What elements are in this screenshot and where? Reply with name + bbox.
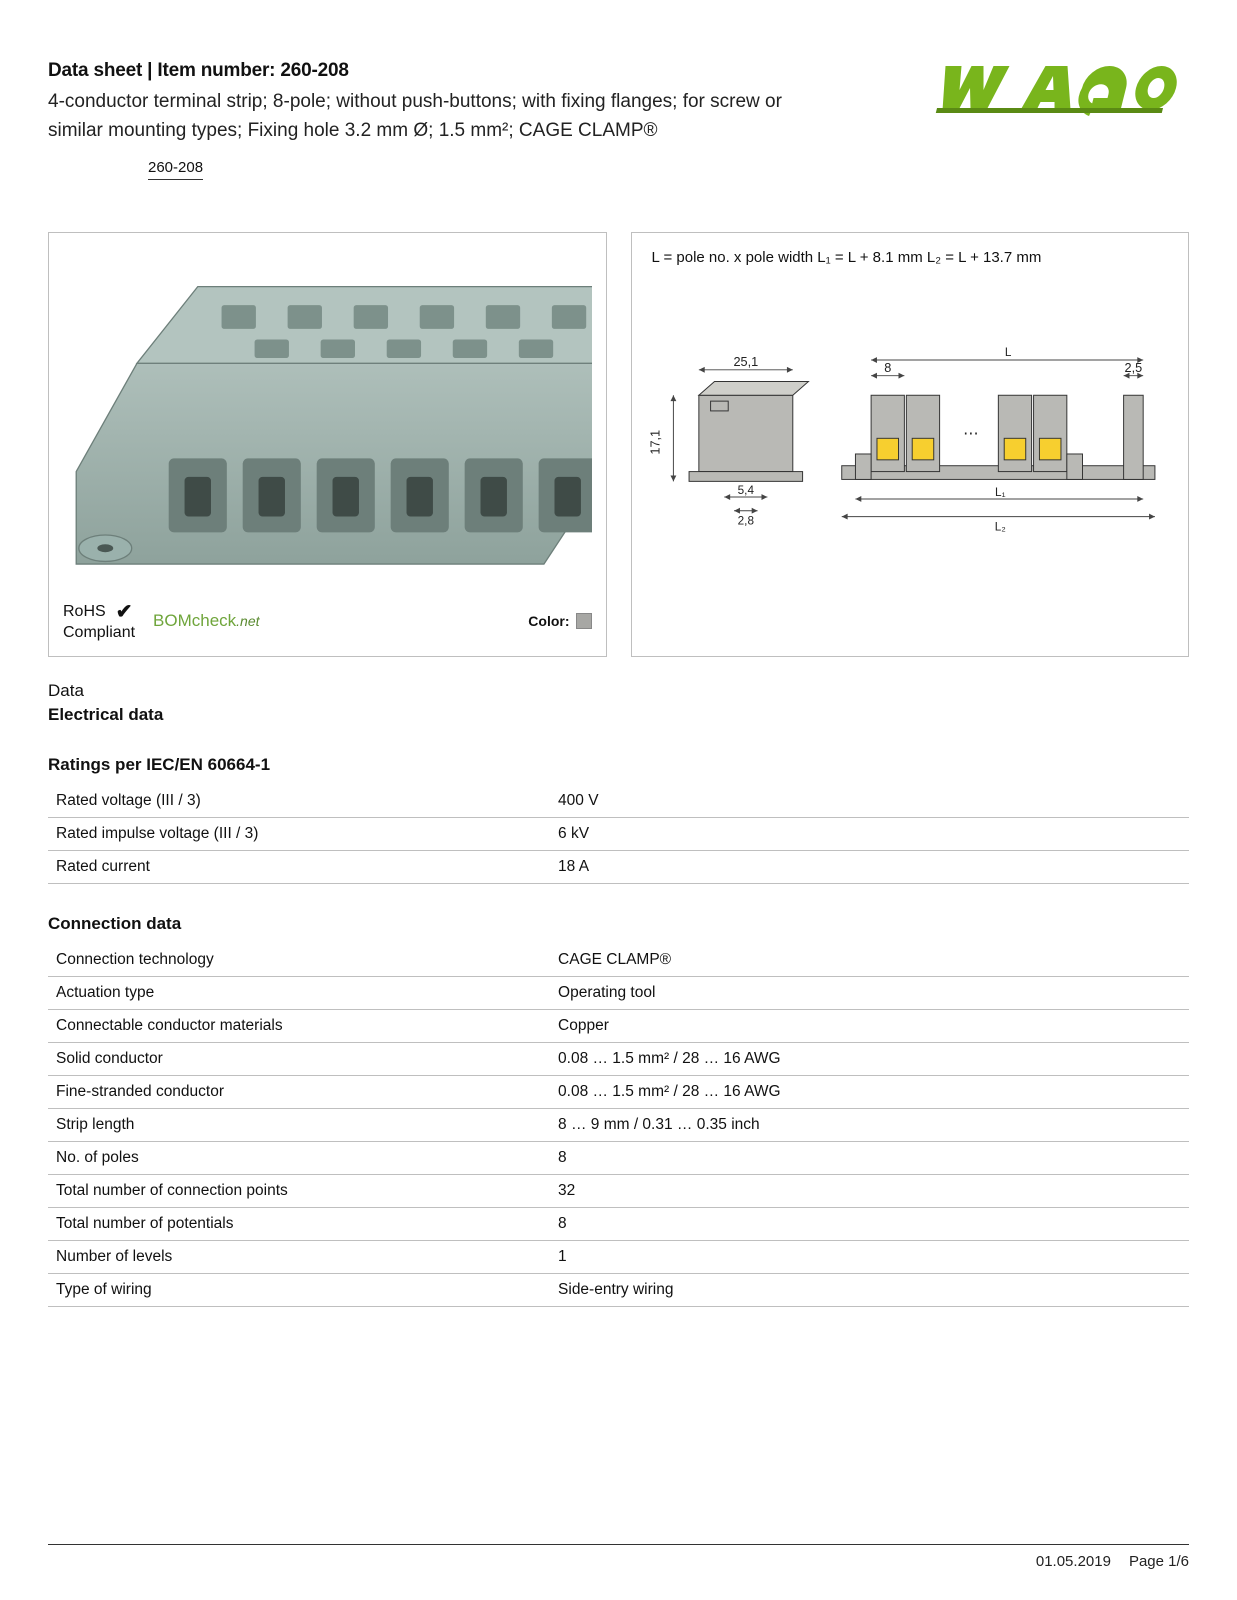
spec-value: Copper — [550, 1009, 1189, 1042]
bomcheck-net: .net — [236, 613, 259, 629]
table-row: Strip length8 … 9 mm / 0.31 … 0.35 inch — [48, 1108, 1189, 1141]
rohs-label: RoHS — [63, 603, 106, 621]
table-row: Solid conductor0.08 … 1.5 mm² / 28 … 16 … — [48, 1042, 1189, 1075]
dimension-drawing: 25,1 17,1 5,4 2,8 — [646, 268, 1175, 642]
spec-key: Total number of potentials — [48, 1207, 550, 1240]
dim-L2: L₂ — [994, 520, 1005, 533]
spec-value: 18 A — [550, 850, 1189, 883]
svg-text:⋯: ⋯ — [963, 425, 979, 442]
table-row: Actuation typeOperating tool — [48, 976, 1189, 1009]
wago-logo — [929, 60, 1189, 121]
table-row: Connection technology CAGE CLAMP® — [48, 944, 1189, 977]
spec-value: Side-entry wiring — [550, 1273, 1189, 1306]
footer: 01.05.2019 Page 1/6 — [48, 1544, 1189, 1570]
table-row: Connectable conductor materialsCopper — [48, 1009, 1189, 1042]
spec-value: 0.08 … 1.5 mm² / 28 … 16 AWG — [550, 1042, 1189, 1075]
electrical-data-title: Electrical data — [48, 705, 1189, 725]
spec-key: Strip length — [48, 1108, 550, 1141]
color-block: Color: — [528, 613, 591, 629]
bomcheck-main: BOMcheck — [153, 611, 236, 630]
spec-value: 8 … 9 mm / 0.31 … 0.35 inch — [550, 1108, 1189, 1141]
table-row: Rated current18 A — [48, 850, 1189, 883]
dim-2-8: 2,8 — [737, 514, 754, 527]
panels-row: RoHS ✔ Compliant BOMcheck.net Color: L =… — [48, 232, 1189, 657]
section-data-label: Data — [48, 681, 1189, 701]
product-image — [63, 247, 592, 591]
header: Data sheet | Item number: 260-208 4-cond… — [48, 60, 1189, 145]
dim-17-1: 17,1 — [647, 430, 662, 455]
variant-chip[interactable]: 260-208 — [148, 157, 203, 180]
title-prefix: Data sheet | Item number: — [48, 60, 280, 81]
spec-value-text: CAGE CLAMP® — [558, 951, 671, 968]
table-row: Number of levels1 — [48, 1240, 1189, 1273]
header-text-block: Data sheet | Item number: 260-208 4-cond… — [48, 60, 808, 145]
table-row: Rated voltage (III / 3)400 V — [48, 785, 1189, 818]
color-label-text: Color: — [528, 613, 569, 629]
spec-key: Number of levels — [48, 1240, 550, 1273]
dim-L: L — [1004, 346, 1011, 359]
bomcheck-link[interactable]: BOMcheck.net — [153, 611, 260, 631]
ratings-table: Rated voltage (III / 3)400 V Rated impul… — [48, 785, 1189, 884]
spec-key: Rated voltage (III / 3) — [48, 785, 550, 818]
footer-page: Page 1/6 — [1129, 1553, 1189, 1570]
side-view: 25,1 17,1 5,4 2,8 — [647, 354, 808, 528]
table-row: Type of wiringSide-entry wiring — [48, 1273, 1189, 1306]
spec-value: 32 — [550, 1174, 1189, 1207]
spec-value: 400 V — [550, 785, 1189, 818]
ratings-title: Ratings per IEC/EN 60664-1 — [48, 755, 1189, 775]
spec-key: Solid conductor — [48, 1042, 550, 1075]
rohs-block: RoHS ✔ Compliant — [63, 601, 135, 642]
compliance-row: RoHS ✔ Compliant BOMcheck.net Color: — [63, 601, 592, 642]
spec-key: No. of poles — [48, 1141, 550, 1174]
front-view: ⋯ 8 2,5 L — [841, 346, 1154, 533]
spec-key: Actuation type — [48, 976, 550, 1009]
color-swatch — [576, 613, 592, 629]
subtitle: 4-conductor terminal strip; 8-pole; with… — [48, 88, 808, 145]
dim-2-5: 2,5 — [1124, 360, 1142, 375]
spec-value: Operating tool — [550, 976, 1189, 1009]
table-row: Total number of connection points32 — [48, 1174, 1189, 1207]
spec-value: 1 — [550, 1240, 1189, 1273]
rohs-compliant: Compliant — [63, 624, 135, 642]
spec-value: 0.08 … 1.5 mm² / 28 … 16 AWG — [550, 1075, 1189, 1108]
spec-value: 8 — [550, 1141, 1189, 1174]
table-row: Fine-stranded conductor0.08 … 1.5 mm² / … — [48, 1075, 1189, 1108]
spec-key: Rated impulse voltage (III / 3) — [48, 817, 550, 850]
spec-value: 8 — [550, 1207, 1189, 1240]
check-icon: ✔ — [116, 601, 133, 624]
product-panel: RoHS ✔ Compliant BOMcheck.net Color: — [48, 232, 607, 657]
table-row: Rated impulse voltage (III / 3)6 kV — [48, 817, 1189, 850]
spec-key: Rated current — [48, 850, 550, 883]
spec-key: Total number of connection points — [48, 1174, 550, 1207]
spec-value: 6 kV — [550, 817, 1189, 850]
footer-date: 01.05.2019 — [1036, 1553, 1111, 1570]
spec-value: CAGE CLAMP® — [550, 944, 1189, 977]
table-row: Total number of potentials8 — [48, 1207, 1189, 1240]
connection-table: Connection technology CAGE CLAMP® Actuati… — [48, 944, 1189, 1307]
item-number: 260-208 — [280, 60, 348, 81]
table-row: No. of poles8 — [48, 1141, 1189, 1174]
dim-5-4: 5,4 — [737, 484, 754, 497]
spec-key: Connectable conductor materials — [48, 1009, 550, 1042]
spec-key: Fine-stranded conductor — [48, 1075, 550, 1108]
dim-8: 8 — [884, 360, 891, 375]
dimension-panel: L = pole no. x pole width L₁ = L + 8.1 m… — [631, 232, 1190, 657]
spec-key: Type of wiring — [48, 1273, 550, 1306]
dimension-formula: L = pole no. x pole width L₁ = L + 8.1 m… — [646, 247, 1175, 268]
spec-key: Connection technology — [48, 944, 550, 977]
dim-25-1: 25,1 — [733, 354, 758, 369]
connection-title: Connection data — [48, 914, 1189, 934]
title-line: Data sheet | Item number: 260-208 — [48, 60, 808, 82]
dim-L1: L₁ — [995, 486, 1006, 499]
chip-row: 260-208 — [48, 157, 1189, 180]
